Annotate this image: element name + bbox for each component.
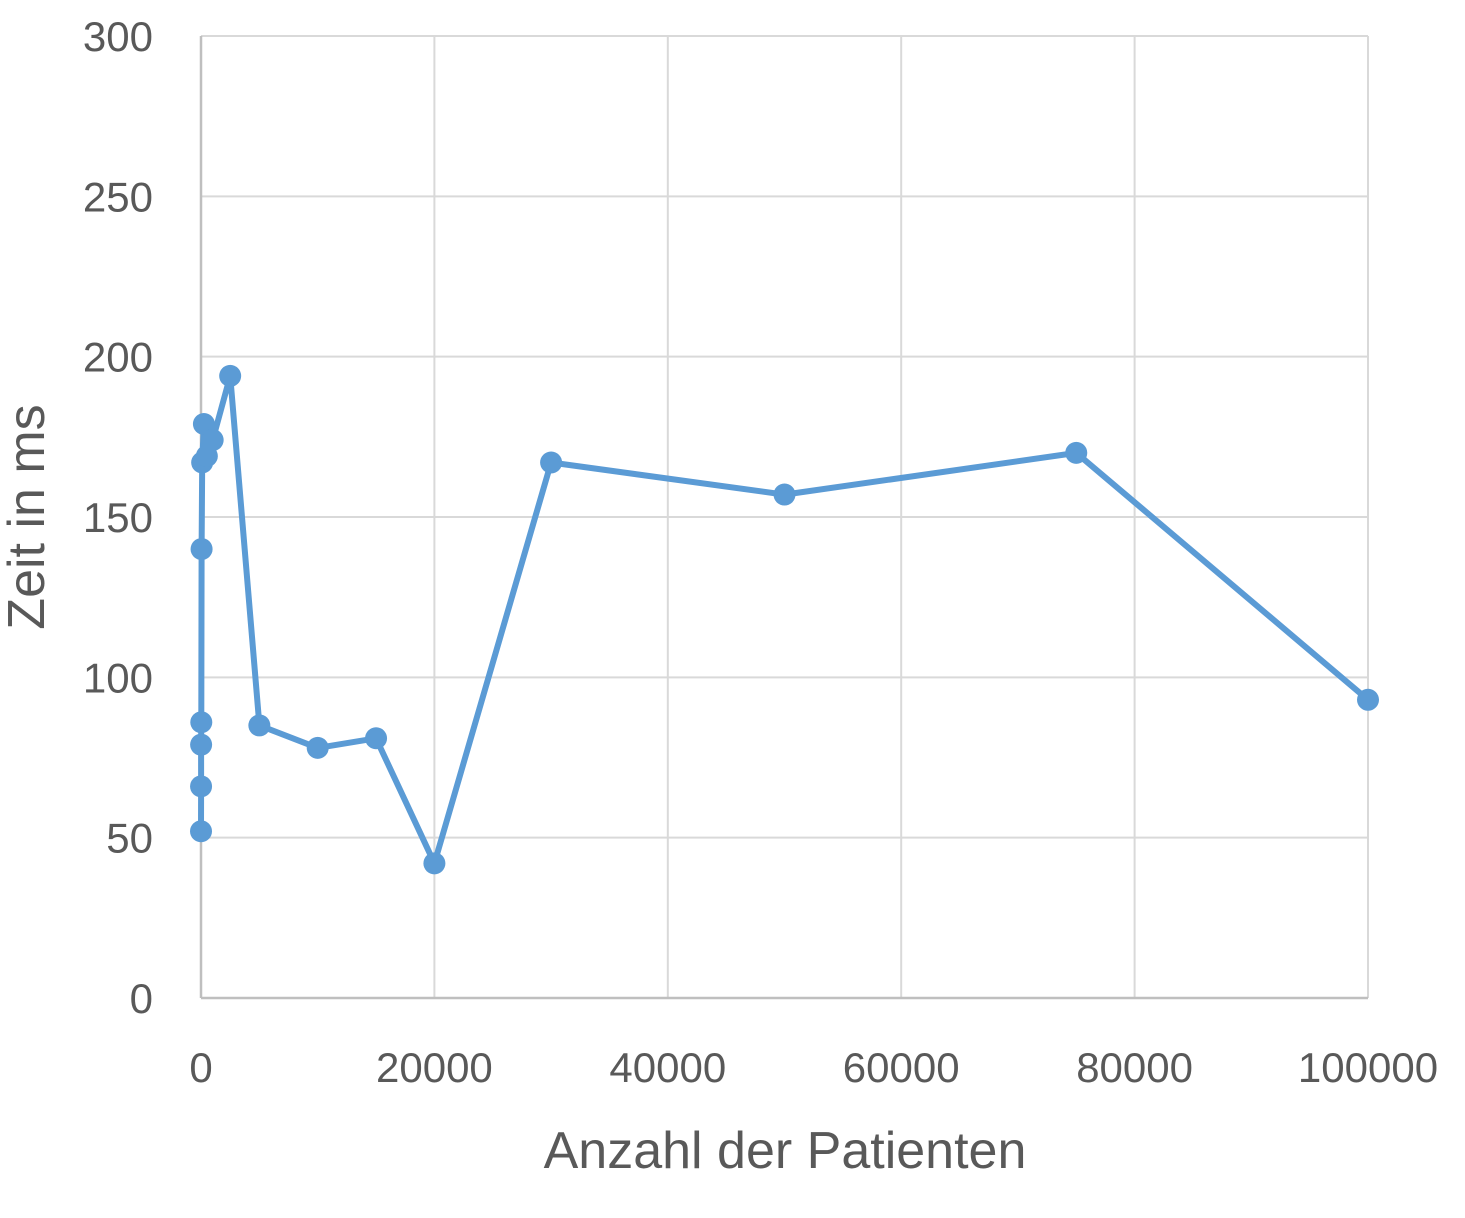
y-tick-label: 50: [106, 815, 153, 862]
data-point[interactable]: [248, 714, 271, 737]
data-point[interactable]: [423, 852, 446, 875]
data-point[interactable]: [190, 538, 213, 561]
data-point[interactable]: [773, 483, 796, 506]
x-tick-label: 40000: [609, 1044, 726, 1091]
x-axis-title: Anzahl der Patienten: [544, 1122, 1027, 1180]
x-tick-label: 20000: [376, 1044, 493, 1091]
gridlines: [201, 35, 1369, 998]
data-point[interactable]: [219, 364, 242, 387]
y-tick-label: 300: [83, 13, 153, 60]
y-tick-labels: 0 50 100 150 200 250 300: [83, 13, 153, 1022]
y-axis-title: Zeit in ms: [0, 404, 56, 629]
x-tick-label: 0: [189, 1044, 212, 1091]
data-point[interactable]: [190, 820, 213, 843]
y-tick-label: 200: [83, 334, 153, 381]
data-point[interactable]: [306, 736, 329, 759]
x-tick-label: 60000: [843, 1044, 960, 1091]
y-tick-label: 100: [83, 654, 153, 701]
data-point[interactable]: [540, 451, 563, 474]
data-point[interactable]: [190, 711, 213, 734]
data-point[interactable]: [1065, 441, 1088, 464]
y-tick-label: 150: [83, 494, 153, 541]
y-tick-label: 0: [130, 975, 153, 1022]
data-point[interactable]: [201, 429, 224, 452]
series-line: [198, 372, 1371, 867]
data-point[interactable]: [192, 413, 215, 436]
data-point[interactable]: [1357, 688, 1379, 711]
data-point[interactable]: [365, 727, 388, 750]
data-point[interactable]: [190, 775, 213, 798]
x-tick-labels: 0 20000 40000 60000 80000 100000: [189, 1044, 1438, 1091]
y-tick-label: 250: [83, 173, 153, 220]
x-tick-label: 80000: [1076, 1044, 1193, 1091]
x-tick-label: 100000: [1298, 1044, 1438, 1091]
data-point[interactable]: [190, 733, 213, 756]
series-layer: [190, 364, 1379, 875]
